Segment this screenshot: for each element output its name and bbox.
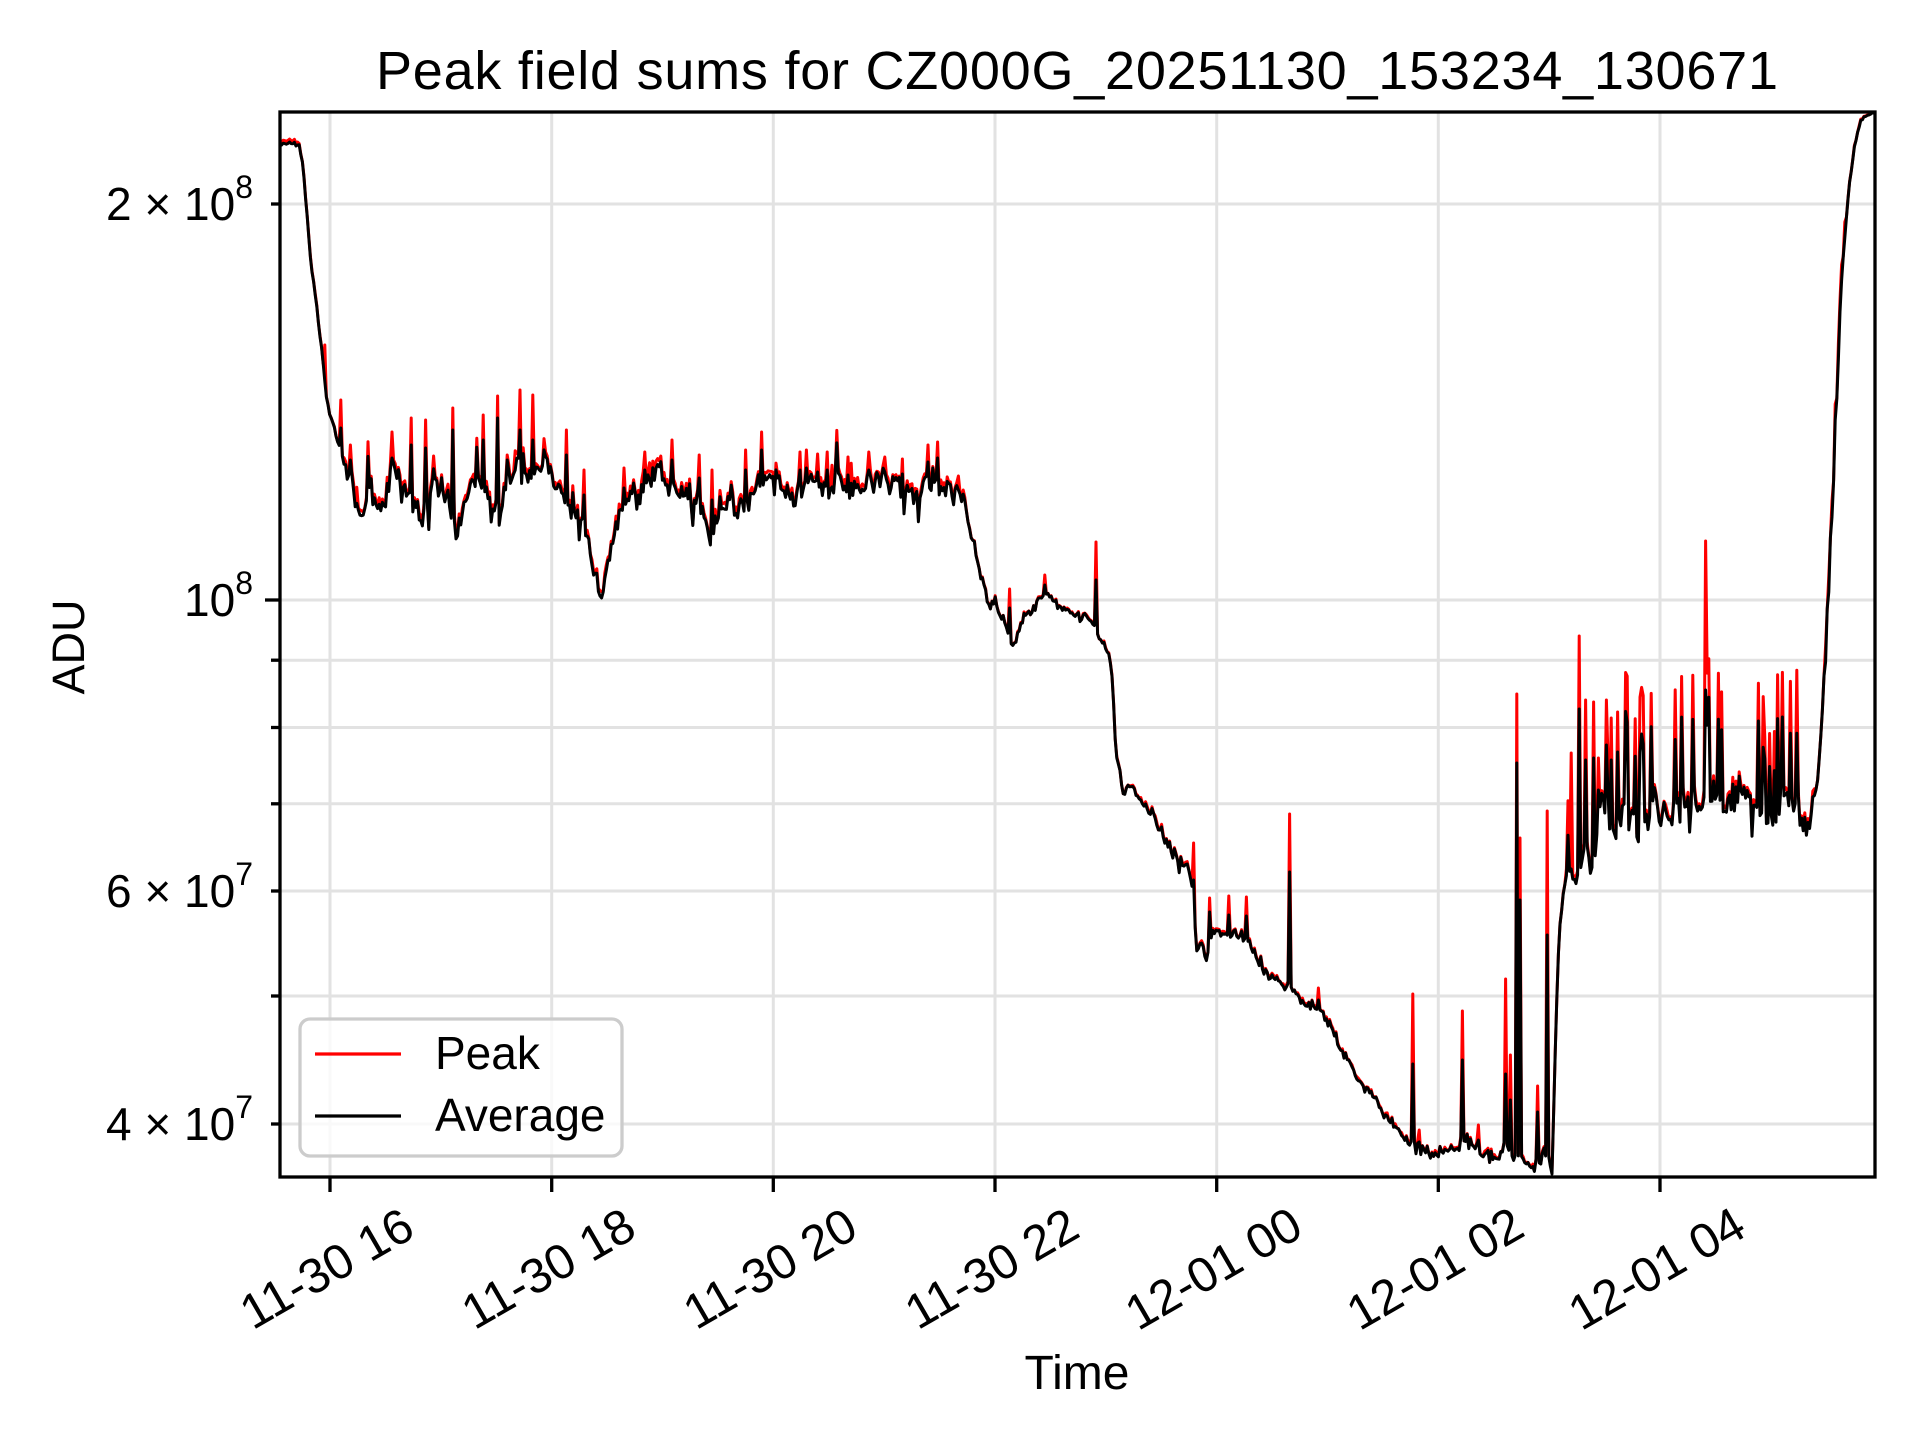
- svg-text:11-30 18: 11-30 18: [453, 1198, 644, 1340]
- svg-text:12-01 00: 12-01 00: [1116, 1197, 1311, 1340]
- svg-text:12-01 04: 12-01 04: [1560, 1197, 1755, 1340]
- svg-text:Peak field sums for CZ000G_202: Peak field sums for CZ000G_20251130_1532…: [376, 41, 1778, 101]
- svg-text:11-30 16: 11-30 16: [231, 1198, 422, 1340]
- svg-text:Average: Average: [435, 1089, 606, 1141]
- svg-text:ADU: ADU: [43, 599, 94, 694]
- svg-text:6 × 107: 6 × 107: [106, 856, 253, 917]
- svg-text:12-01 02: 12-01 02: [1338, 1197, 1533, 1340]
- svg-text:Peak: Peak: [435, 1027, 541, 1079]
- svg-text:108: 108: [184, 565, 253, 626]
- svg-text:Time: Time: [1025, 1347, 1130, 1400]
- svg-text:2 × 108: 2 × 108: [106, 169, 253, 230]
- svg-text:4 × 107: 4 × 107: [106, 1089, 253, 1150]
- svg-text:11-30 20: 11-30 20: [675, 1198, 866, 1340]
- svg-text:11-30 22: 11-30 22: [896, 1198, 1087, 1340]
